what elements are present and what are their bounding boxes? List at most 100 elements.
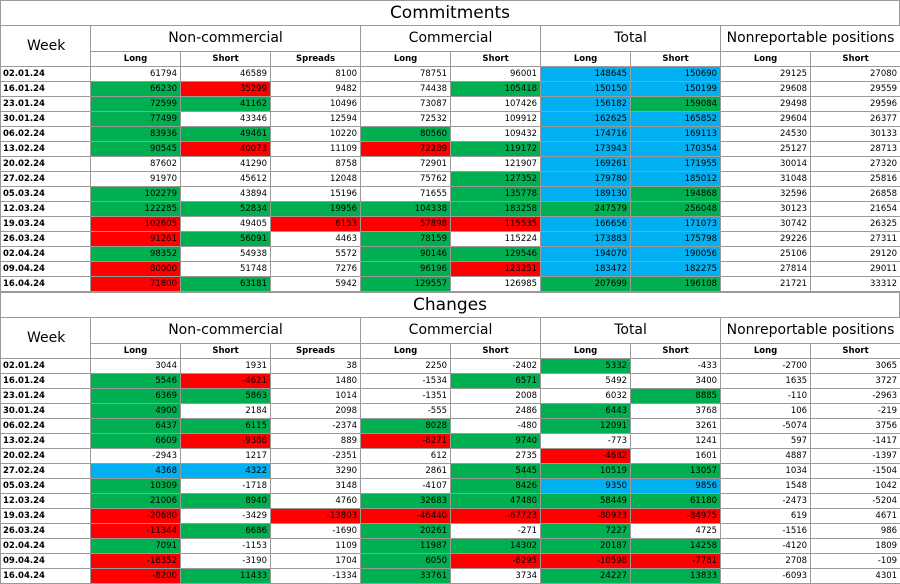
noncommercial-spreads-cell: 8758: [271, 157, 361, 172]
commercial-header: Commercial: [361, 318, 541, 344]
commercial-long-cell: 72901: [361, 157, 451, 172]
commercial-short-cell: 2735: [451, 449, 541, 464]
commitments-table: Week Non-commercial Commercial Total Non…: [0, 25, 900, 292]
table-row: 19.03.24-20680-3429-13803-46440-67723-80…: [1, 509, 900, 524]
noncommercial-short-cell: 1931: [181, 359, 271, 374]
noncommercial-long-cell: 98352: [91, 247, 181, 262]
noncommercial-long-cell: -20680: [91, 509, 181, 524]
commercial-long-cell: 57898: [361, 217, 451, 232]
subheader-commercial-long: Long: [361, 344, 451, 359]
subheader-noncommercial-spreads: Spreads: [271, 52, 361, 67]
total-short-cell: 4725: [631, 524, 721, 539]
commercial-long-cell: 96196: [361, 262, 451, 277]
commercial-short-cell: 121907: [451, 157, 541, 172]
noncommercial-short-cell: 1217: [181, 449, 271, 464]
total-short-cell: 13057: [631, 464, 721, 479]
total-long-cell: 183472: [541, 262, 631, 277]
noncommercial-long-cell: -2943: [91, 449, 181, 464]
nonreportable-long-cell: 597: [721, 434, 811, 449]
commercial-long-cell: 72532: [361, 112, 451, 127]
total-long-cell: 156182: [541, 97, 631, 112]
commercial-long-cell: 73087: [361, 97, 451, 112]
total-long-cell: 5492: [541, 374, 631, 389]
total-long-cell: 166656: [541, 217, 631, 232]
total-short-cell: 171955: [631, 157, 721, 172]
noncommercial-spreads-cell: -1334: [271, 569, 361, 584]
subheader-nonreportable-short: Short: [811, 344, 900, 359]
total-long-cell: 9350: [541, 479, 631, 494]
total-short-cell: 171073: [631, 217, 721, 232]
noncommercial-short-cell: 51748: [181, 262, 271, 277]
total-short-cell: 159084: [631, 97, 721, 112]
nonreportable-long-cell: 1635: [721, 374, 811, 389]
week-cell: 30.01.24: [1, 112, 91, 127]
commercial-long-cell: 2250: [361, 359, 451, 374]
noncommercial-short-cell: 56091: [181, 232, 271, 247]
noncommercial-short-cell: 6115: [181, 419, 271, 434]
noncommercial-long-cell: 6609: [91, 434, 181, 449]
total-long-cell: 173883: [541, 232, 631, 247]
nonreportable-long-cell: 29608: [721, 82, 811, 97]
week-cell: 23.01.24: [1, 389, 91, 404]
noncommercial-short-cell: 40073: [181, 142, 271, 157]
week-cell: 19.03.24: [1, 217, 91, 232]
noncommercial-long-cell: 7091: [91, 539, 181, 554]
changes-section: Changes Week Non-commercial Commercial T…: [0, 292, 900, 584]
nonreportable-long-cell: 4887: [721, 449, 811, 464]
noncommercial-spreads-cell: 12048: [271, 172, 361, 187]
total-short-cell: 165852: [631, 112, 721, 127]
week-cell: 26.03.24: [1, 232, 91, 247]
commercial-long-cell: 78159: [361, 232, 451, 247]
total-short-cell: -433: [631, 359, 721, 374]
noncommercial-long-cell: 87602: [91, 157, 181, 172]
noncommercial-long-cell: 10309: [91, 479, 181, 494]
nonreportable-long-cell: 2708: [721, 554, 811, 569]
commercial-long-cell: 129557: [361, 277, 451, 292]
nonreportable-long-cell: -2700: [721, 359, 811, 374]
total-long-cell: 6032: [541, 389, 631, 404]
nonreportable-long-cell: -5074: [721, 419, 811, 434]
noncommercial-spreads-cell: 1109: [271, 539, 361, 554]
changes-title: Changes: [0, 292, 900, 317]
commercial-short-cell: 135778: [451, 187, 541, 202]
subheader-nonreportable-long: Long: [721, 344, 811, 359]
nonreportable-short-cell: 25816: [811, 172, 900, 187]
nonreportable-short-cell: 26858: [811, 187, 900, 202]
total-short-cell: -7781: [631, 554, 721, 569]
nonreportable-long-cell: 619: [721, 509, 811, 524]
noncommercial-spreads-cell: 2098: [271, 404, 361, 419]
subheader-total-long: Long: [541, 344, 631, 359]
total-long-cell: 174716: [541, 127, 631, 142]
nonreportable-short-cell: 27320: [811, 157, 900, 172]
noncommercial-spreads-cell: 6153: [271, 217, 361, 232]
total-long-cell: 24227: [541, 569, 631, 584]
week-cell: 16.04.24: [1, 569, 91, 584]
nonreportable-long-cell: 27814: [721, 262, 811, 277]
week-cell: 26.03.24: [1, 524, 91, 539]
nonreportable-long-cell: 106: [721, 404, 811, 419]
noncommercial-spreads-cell: 3148: [271, 479, 361, 494]
subheader-total-short: Short: [631, 52, 721, 67]
nonreportable-short-cell: 3756: [811, 419, 900, 434]
commercial-header: Commercial: [361, 26, 541, 52]
commercial-short-cell: 9740: [451, 434, 541, 449]
commercial-short-cell: 96001: [451, 67, 541, 82]
total-short-cell: 194868: [631, 187, 721, 202]
nonreportable-short-cell: -1397: [811, 449, 900, 464]
commercial-long-cell: 8028: [361, 419, 451, 434]
noncommercial-spreads-cell: 19956: [271, 202, 361, 217]
noncommercial-short-cell: -3190: [181, 554, 271, 569]
nonreportable-short-cell: 27311: [811, 232, 900, 247]
week-cell: 09.04.24: [1, 554, 91, 569]
noncommercial-short-cell: 35299: [181, 82, 271, 97]
total-long-cell: 5332: [541, 359, 631, 374]
